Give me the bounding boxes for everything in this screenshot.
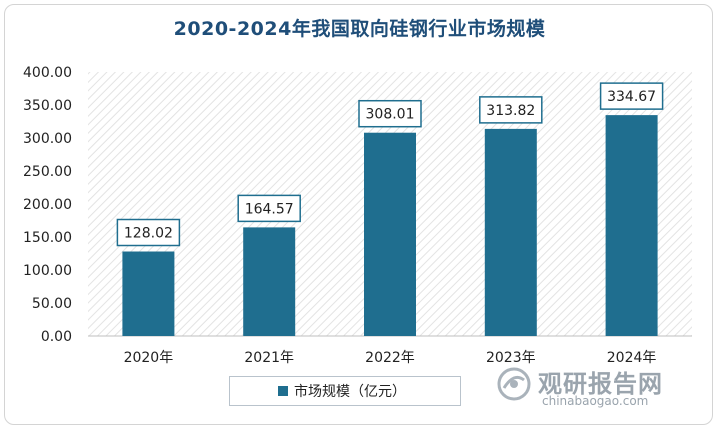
x-tick-label: 2023年 — [486, 350, 536, 366]
y-tick-label: 250.00 — [23, 164, 72, 180]
y-tick-label: 100.00 — [23, 263, 72, 279]
data-label-box — [599, 82, 664, 110]
bar — [605, 115, 658, 336]
x-axis: 2020年 2021年 2022年 2023年 2024年 — [124, 350, 657, 366]
watermark-url: chinabaogao.com — [542, 394, 649, 408]
chart-title: 2020-2024年我国取向硅钢行业市场规模 — [173, 18, 546, 40]
watermark: 观研报告网 chinabaogao.com — [490, 362, 700, 412]
y-tick-label: 200.00 — [23, 197, 72, 213]
x-tick-label: 2022年 — [365, 350, 415, 366]
legend-swatch — [278, 386, 288, 396]
bar — [122, 251, 175, 336]
y-tick-label: 50.00 — [32, 296, 72, 312]
legend: 市场规模（亿元） — [229, 376, 461, 406]
watermark-name: 观研报告网 — [538, 370, 663, 398]
data-label-box — [116, 218, 181, 247]
x-tick-label: 2024年 — [607, 350, 657, 366]
data-label-box — [358, 99, 422, 128]
data-label: 313.82 — [486, 103, 535, 119]
data-label: 128.02 — [124, 226, 173, 242]
x-tick-label: 2021年 — [244, 350, 294, 366]
y-tick-label: 0.00 — [41, 329, 72, 345]
bar — [364, 132, 416, 336]
data-label: 308.01 — [366, 107, 415, 123]
y-tick-label: 400.00 — [23, 65, 72, 81]
x-tick-label: 2020年 — [124, 350, 174, 366]
y-tick-label: 150.00 — [23, 230, 72, 246]
legend-label: 市场规模（亿元） — [294, 384, 406, 400]
y-tick-label: 300.00 — [23, 131, 72, 147]
bar — [484, 128, 537, 336]
y-tick-label: 350.00 — [23, 98, 72, 114]
bars: 128.02 164.57 308.01 313.82 334.67 — [116, 82, 664, 336]
data-label-box — [237, 194, 301, 223]
data-label: 334.67 — [607, 89, 656, 105]
bar — [243, 227, 296, 336]
data-label: 164.57 — [245, 201, 294, 217]
watermark-logo-icon — [497, 367, 531, 401]
data-label-box — [479, 96, 543, 124]
